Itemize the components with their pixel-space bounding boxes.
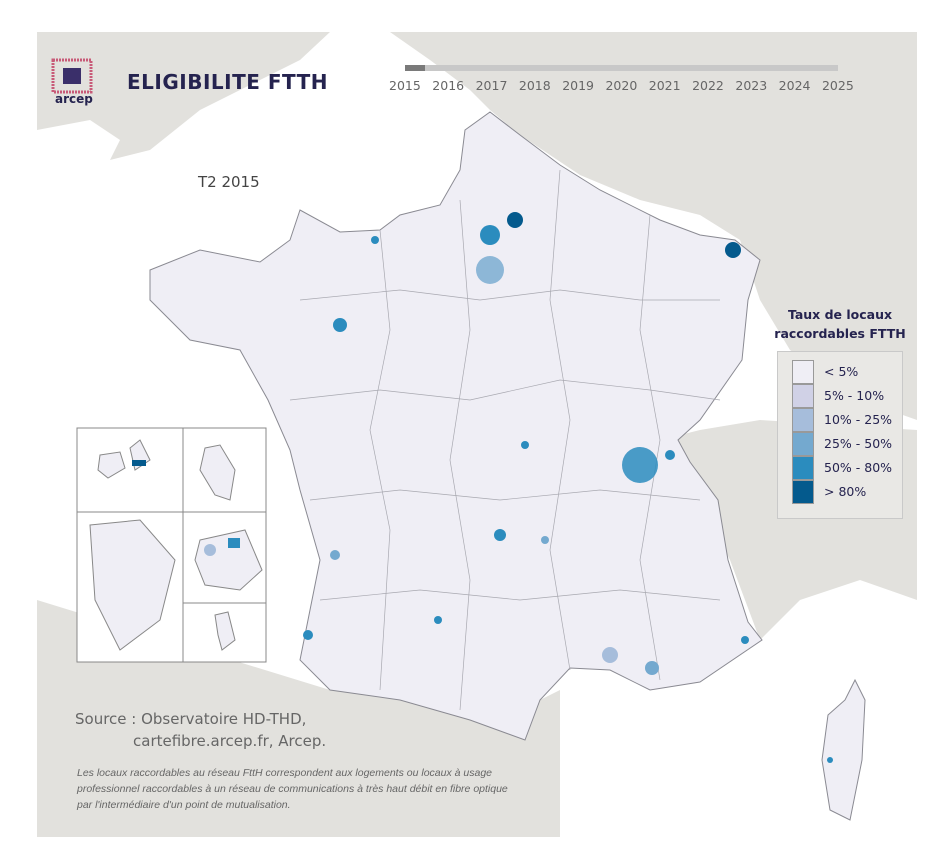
legend-label: 25% - 50% [824, 436, 893, 451]
legend-swatch [792, 408, 814, 432]
patch-center [494, 529, 506, 541]
legend-swatch [792, 384, 814, 408]
arcep-logo-icon [51, 58, 93, 94]
legend-item: > 80% [792, 480, 902, 504]
patch-geneva [665, 450, 675, 460]
legend-item: 5% - 10% [792, 384, 902, 408]
land-europe [390, 32, 917, 420]
patch-rennes [333, 318, 347, 332]
legend-label: > 80% [824, 484, 867, 499]
year-2018[interactable]: 2018 [518, 78, 551, 93]
patch-corsica [827, 757, 833, 763]
legend-swatch [792, 432, 814, 456]
legend-item: 10% - 25% [792, 408, 902, 432]
legend-swatch [792, 456, 814, 480]
legend-title: Taux de locaux raccordables FTTH [765, 305, 915, 343]
year-2019[interactable]: 2019 [562, 78, 594, 93]
legend-label: 50% - 80% [824, 460, 893, 475]
legend-label: 5% - 10% [824, 388, 885, 403]
timeline-years: 2015 2016 2017 2018 2019 2020 2021 2022 … [389, 78, 865, 93]
source-line-1: Source : Observatoire HD-THD, [75, 710, 307, 728]
patch [521, 441, 529, 449]
patch [434, 616, 442, 624]
year-2023[interactable]: 2023 [735, 78, 768, 93]
inset-martinique [199, 444, 236, 501]
footnote: Les locaux raccordables au réseau FttH c… [77, 767, 508, 811]
legend-item: 50% - 80% [792, 456, 902, 480]
overseas-insets [76, 427, 267, 663]
department-borders [289, 169, 721, 711]
page-title: ELIGIBILITE FTTH [127, 70, 328, 94]
year-2020[interactable]: 2020 [605, 78, 638, 93]
timeline-slider-track[interactable] [405, 65, 838, 71]
patch-paris [476, 256, 504, 284]
logo-text: arcep [55, 92, 93, 106]
land-uk [37, 32, 330, 160]
legend-title-line2: raccordables FTTH [774, 326, 906, 341]
patch-strasbourg [725, 242, 741, 258]
legend: < 5% 5% - 10% 10% - 25% 25% - 50% 50% - … [777, 351, 903, 519]
inset-guyane [89, 519, 176, 651]
patch-oise [480, 225, 500, 245]
france-mainland [149, 111, 763, 741]
legend-label: 10% - 25% [824, 412, 893, 427]
legend-item: 25% - 50% [792, 432, 902, 456]
source-line-2: cartefibre.arcep.fr, Arcep. [133, 732, 327, 750]
patch-bordeaux [330, 550, 340, 560]
eligibility-patches [303, 212, 833, 763]
year-2021[interactable]: 2021 [648, 78, 681, 93]
patch-biarritz [303, 630, 313, 640]
legend-item: < 5% [792, 360, 902, 384]
year-2015[interactable]: 2015 [389, 78, 421, 93]
legend-title-line1: Taux de locaux [787, 307, 893, 322]
period-label: T2 2015 [198, 173, 260, 191]
year-2025[interactable]: 2025 [821, 78, 854, 93]
patch-caen [371, 236, 379, 244]
patch [541, 536, 549, 544]
patch-aisne [507, 212, 523, 228]
inset-mayotte [214, 611, 236, 651]
patch-lyon [622, 447, 658, 483]
year-2022[interactable]: 2022 [692, 78, 724, 93]
year-2024[interactable]: 2024 [778, 78, 811, 93]
year-2016[interactable]: 2016 [432, 78, 465, 93]
patch-provence [602, 647, 618, 663]
legend-swatch [792, 480, 814, 504]
patch-nice [741, 636, 749, 644]
timeline-slider-handle[interactable] [405, 65, 425, 71]
year-2017[interactable]: 2017 [475, 78, 508, 93]
patch-marseille [645, 661, 659, 675]
legend-swatch [792, 360, 814, 384]
legend-label: < 5% [824, 364, 859, 379]
corsica [821, 678, 866, 821]
